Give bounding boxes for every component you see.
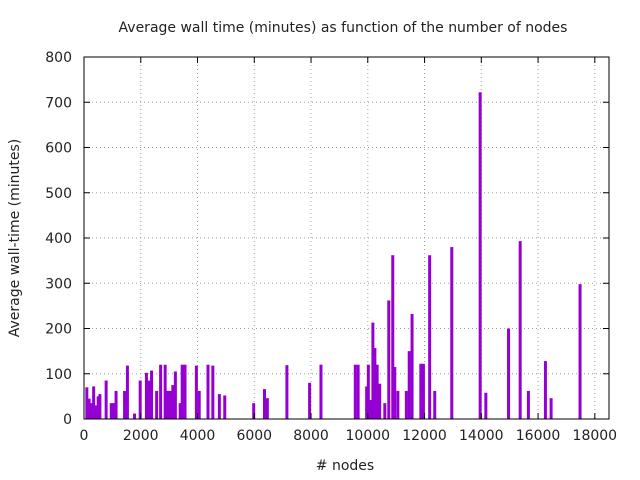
bar [138, 380, 142, 419]
bar [223, 395, 227, 419]
x-tick-label: 6000 [236, 428, 272, 444]
bar [578, 284, 582, 419]
y-tick-label: 800 [45, 50, 72, 66]
bar [407, 351, 411, 419]
bar [197, 390, 201, 419]
x-tick-label: 16000 [516, 428, 561, 444]
grid [84, 57, 609, 419]
bar [319, 364, 323, 419]
bar [125, 365, 129, 419]
bar [114, 390, 118, 419]
bar [194, 365, 198, 419]
bar [159, 364, 163, 419]
bar [183, 364, 187, 419]
bar [109, 403, 113, 419]
bar [543, 361, 547, 419]
bar [166, 390, 170, 419]
bar [171, 385, 175, 419]
bar [211, 365, 215, 419]
bar [404, 390, 408, 419]
x-tick-label: 8000 [293, 428, 329, 444]
x-tick-label: 4000 [180, 428, 216, 444]
bar [368, 399, 372, 419]
plot-frame [83, 56, 610, 420]
bar [433, 390, 437, 419]
y-tick-label: 500 [45, 186, 72, 202]
chart-title: Average wall time (minutes) as function … [119, 20, 568, 36]
bar [484, 392, 488, 419]
bar [410, 314, 414, 419]
y-tick-label: 200 [45, 322, 72, 338]
bar [421, 363, 425, 419]
bar [217, 394, 221, 419]
bar [375, 364, 379, 419]
y-tick-label: 700 [45, 95, 72, 111]
bar [163, 364, 167, 419]
bar [450, 247, 454, 419]
bar [393, 366, 397, 419]
bar [518, 241, 522, 419]
bar [112, 403, 116, 419]
bar [262, 389, 266, 419]
bar [144, 372, 148, 419]
bar [356, 364, 360, 419]
bar [92, 386, 96, 419]
bar [252, 403, 256, 419]
bar [285, 365, 289, 419]
bar [89, 403, 93, 419]
bar [387, 300, 391, 419]
x-tick-label: 10000 [346, 428, 391, 444]
bar [169, 390, 173, 419]
bar [549, 398, 553, 419]
y-tick-label: 300 [45, 276, 72, 292]
bar [396, 390, 400, 419]
bar [371, 322, 375, 419]
bar [155, 390, 159, 419]
x-axis-label: # nodes [316, 458, 374, 474]
bar [378, 383, 382, 419]
bar [173, 371, 177, 419]
bar [478, 92, 482, 420]
y-tick-label: 400 [45, 231, 72, 247]
bar [85, 387, 89, 419]
y-axis-label: Average wall-time (minutes) [7, 139, 23, 337]
bar [98, 394, 102, 419]
bar [391, 255, 395, 419]
bar [383, 403, 387, 419]
x-tick-label: 14000 [459, 428, 504, 444]
bar [265, 398, 269, 419]
bar [133, 413, 137, 419]
bar [507, 328, 511, 419]
y-tick-label: 100 [45, 367, 72, 383]
y-tick-label: 0 [63, 412, 72, 428]
x-tick-label: 12000 [402, 428, 447, 444]
bar [123, 390, 127, 419]
bar [366, 364, 370, 419]
bar [365, 386, 369, 419]
bar [104, 380, 108, 419]
bar [308, 382, 312, 419]
x-tick-label: 0 [80, 428, 89, 444]
y-tick-label: 600 [45, 141, 72, 157]
bar [353, 364, 357, 419]
ticks: 0 2000 4000 6000 8000 10000 12000 14000 16000 180… [45, 50, 617, 444]
bar [428, 255, 432, 419]
bar [178, 403, 182, 419]
bar [150, 370, 154, 419]
bar [94, 405, 98, 419]
bar [180, 364, 184, 419]
bar [419, 363, 423, 419]
bar [96, 396, 100, 419]
bar [147, 380, 151, 419]
bar [526, 390, 530, 419]
bar [373, 347, 377, 419]
bar [206, 364, 210, 419]
x-tick-label: 2000 [123, 428, 159, 444]
x-tick-label: 18000 [573, 428, 618, 444]
bar [87, 398, 91, 419]
bars [85, 92, 582, 420]
